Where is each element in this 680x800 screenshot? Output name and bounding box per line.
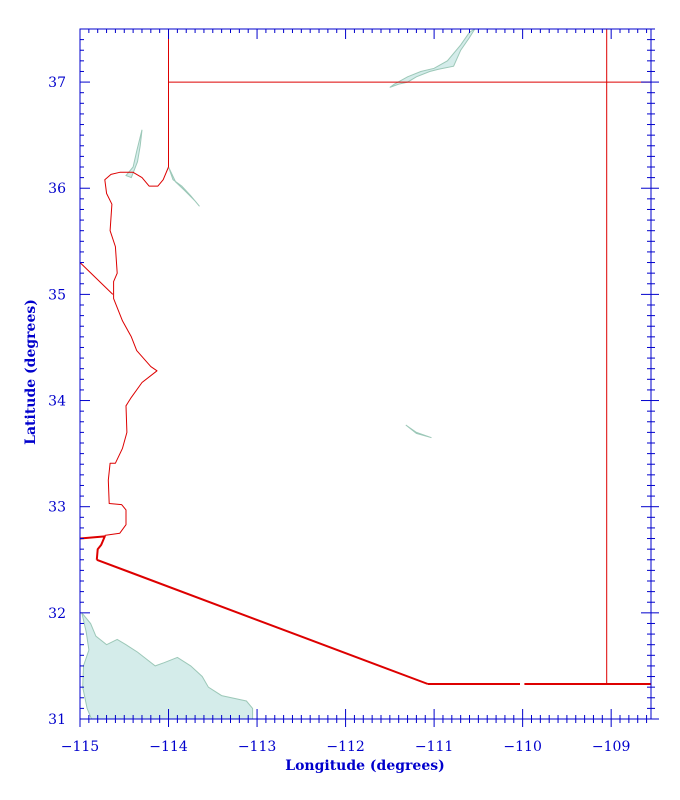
roosevelt-lake	[405, 424, 432, 439]
x-tick-label: −110	[503, 739, 541, 755]
water-layer	[81, 29, 476, 719]
lake-powell	[389, 29, 476, 88]
plot-frame	[79, 28, 652, 720]
y-tick-label: 34	[48, 394, 66, 410]
lake-mead	[125, 129, 143, 179]
california-nevada-line	[80, 262, 114, 295]
y-tick-label: 37	[48, 75, 66, 91]
border-layer	[80, 29, 651, 685]
y-tick-label: 35	[48, 287, 66, 303]
y-axis-title: Latitude (degrees)	[23, 299, 39, 445]
x-tick-label: −114	[149, 739, 188, 755]
x-tick-label: −113	[238, 739, 276, 755]
gulf-of-california	[81, 612, 254, 719]
arizona-west-border	[104, 166, 169, 536]
y-tick-label: 36	[48, 181, 66, 197]
y-tick-label: 33	[48, 500, 66, 516]
x-tick-label: −112	[326, 739, 364, 755]
label-layer: −115 −114 −113 −112 −111 −110 −109 31 32 33 34 35 36…	[48, 75, 630, 755]
colorado-river-mexico	[80, 535, 106, 560]
x-tick-label: −115	[61, 739, 99, 755]
colorado-channel	[168, 166, 200, 207]
tick-layer	[79, 28, 659, 727]
mexico-border-diagonal	[96, 558, 429, 685]
y-tick-label: 31	[48, 712, 66, 728]
x-axis-title: Longitude (degrees)	[285, 758, 445, 774]
x-tick-label: −109	[592, 739, 630, 755]
x-tick-label: −111	[415, 739, 453, 755]
y-tick-label: 32	[48, 606, 66, 622]
